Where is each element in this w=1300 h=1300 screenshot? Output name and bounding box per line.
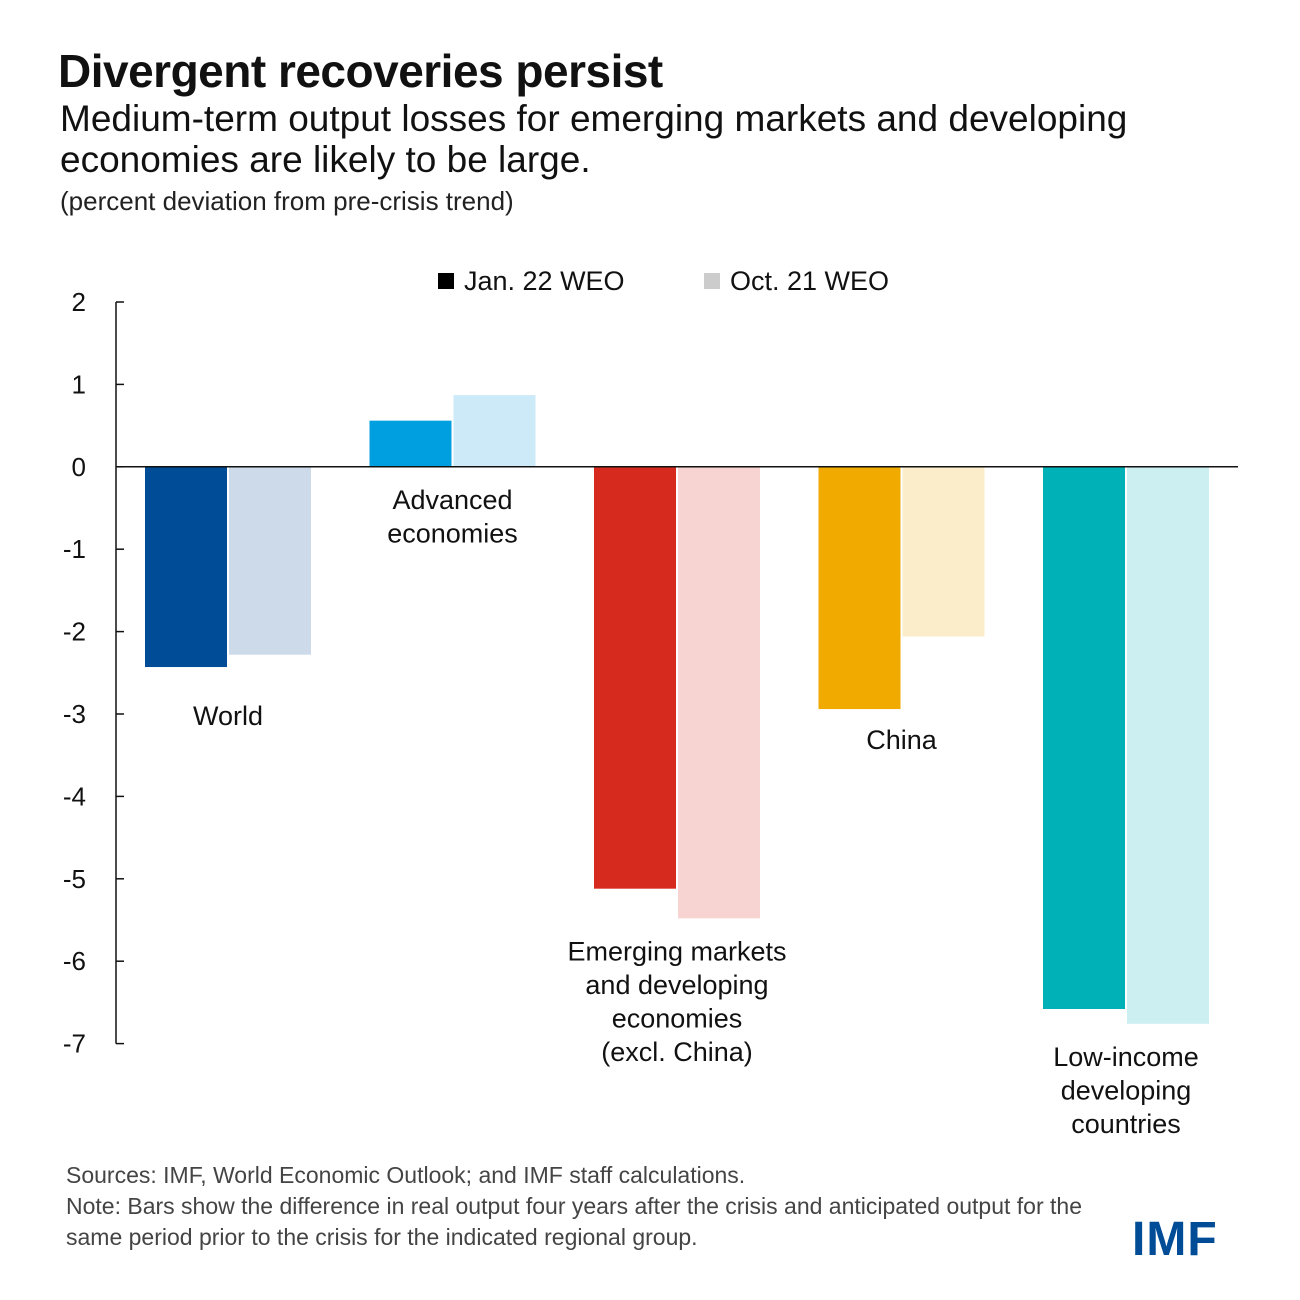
unit-label: (percent deviation from pre-crisis trend… xyxy=(60,186,514,216)
category-label-2: Emerging markets and developing economies(… xyxy=(567,936,786,1067)
legend-item-jan22: Jan. 22 WEO xyxy=(438,264,625,298)
y-tick-label: -3 xyxy=(63,699,86,729)
imf-logo: IMF xyxy=(1132,1213,1218,1266)
y-tick-label: -4 xyxy=(63,781,86,811)
y-tick-label: 1 xyxy=(72,369,86,399)
bar-oct21-4 xyxy=(1127,466,1209,1024)
bar-jan22-0 xyxy=(145,466,227,668)
bar-oct21-2 xyxy=(678,466,760,919)
bar-oct21-1 xyxy=(453,395,536,467)
bar-jan22-4 xyxy=(1043,466,1125,1009)
legend-label-oct21: Oct. 21 WEO xyxy=(730,265,890,296)
bar-jan22-2 xyxy=(594,466,676,889)
bar-oct21-3 xyxy=(902,466,985,637)
bar-jan22-3 xyxy=(818,466,901,710)
sources-text: Sources: IMF, World Economic Outlook; an… xyxy=(66,1162,746,1188)
y-tick-label: -6 xyxy=(63,946,86,976)
bar-oct21-0 xyxy=(229,466,311,655)
legend-label-jan22: Jan. 22 WEO xyxy=(464,265,625,296)
category-label-0: World xyxy=(193,701,263,731)
bar-jan22-1 xyxy=(369,420,452,467)
category-label-4: Low-income developing countries xyxy=(1053,1042,1199,1139)
y-tick-label: 0 xyxy=(72,452,86,482)
y-tick-label: -1 xyxy=(63,534,86,564)
chart-title: Divergent recoveries persist xyxy=(58,45,663,97)
note-text: Note: Bars show the difference in real o… xyxy=(66,1193,1082,1250)
legend-swatch-oct21 xyxy=(704,273,720,289)
y-tick-label: -2 xyxy=(63,617,86,647)
category-label-1: Advanced economies xyxy=(387,485,518,549)
y-tick-label: -7 xyxy=(63,1029,86,1059)
y-tick-label: 2 xyxy=(72,287,86,317)
legend-swatch-jan22 xyxy=(438,273,454,289)
footer-notes: Sources: IMF, World Economic Outlook; an… xyxy=(66,1160,1106,1253)
chart-subtitle: Medium-term output losses for emerging m… xyxy=(60,98,1128,180)
legend-item-oct21: Oct. 21 WEO xyxy=(704,264,889,298)
y-tick-label: -5 xyxy=(63,864,86,894)
category-label-3: China xyxy=(866,725,938,755)
